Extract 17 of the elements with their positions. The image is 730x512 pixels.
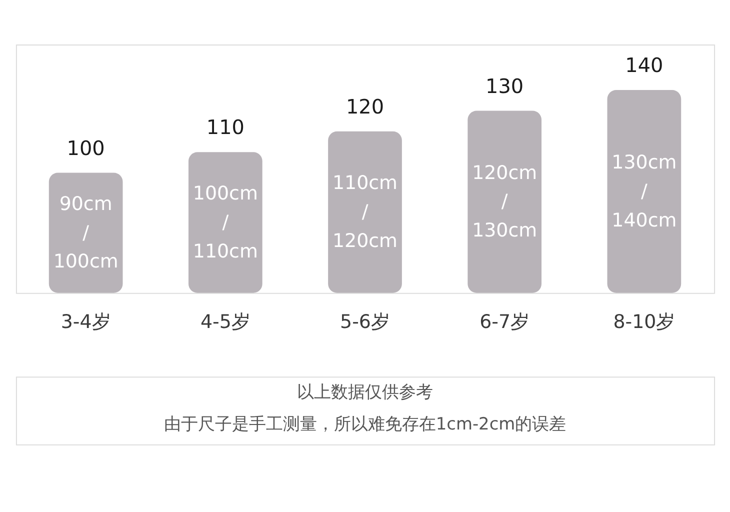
annotation: 120cm / 130cm (472, 162, 538, 242)
data-label: 110 (206, 115, 244, 140)
text: 以上数据仅供参考 (297, 382, 433, 402)
annotation: 110cm / 120cm (332, 172, 398, 252)
x-tick-label: 4-5岁 (200, 311, 250, 334)
x-tick-label: 5-6岁 (340, 311, 390, 334)
text: 由于尺子是手工测量，所以难免存在1cm-2cm的误差 (164, 413, 566, 434)
x-tick-label: 8-10岁 (613, 311, 676, 334)
annotation: 130cm / 140cm (612, 151, 677, 232)
data-label: 140 (625, 53, 664, 78)
data-label: 120 (346, 94, 384, 118)
annotation: 90cm / 100cm (53, 192, 118, 273)
x-tick-label: 6-7岁 (480, 311, 530, 334)
annotation: 100cm / 110cm (192, 182, 258, 262)
data-label: 100 (66, 136, 105, 160)
x-tick-label: 3-4岁 (60, 311, 111, 334)
data-label: 130 (486, 74, 524, 98)
